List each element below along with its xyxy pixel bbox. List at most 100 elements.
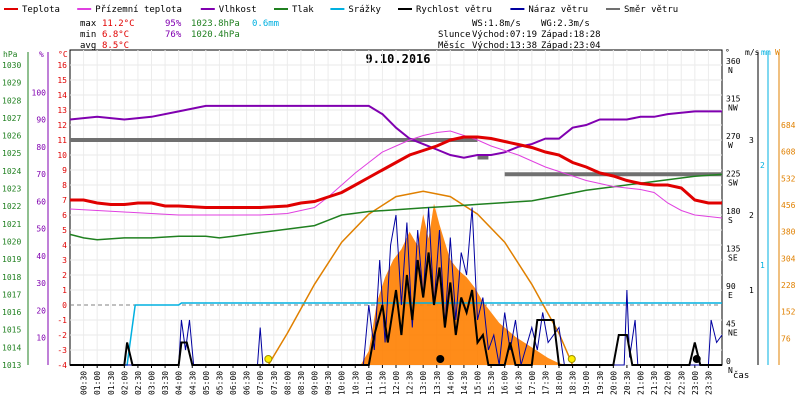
tick-pct: 40 xyxy=(36,252,46,261)
tick-time: 21:30 xyxy=(650,371,659,395)
tick-time: 15:30 xyxy=(487,371,496,395)
tick-time: 20:00 xyxy=(609,371,618,395)
tick-time: 23:00 xyxy=(691,371,700,395)
stats-max-temp: 11.2°C xyxy=(102,19,135,29)
stats-avg-temp: 8.5°C xyxy=(102,41,129,51)
info-moonrise: Východ:13:38 xyxy=(472,41,537,51)
tick-time: 06:00 xyxy=(229,371,238,395)
tick-pct: 50 xyxy=(36,225,46,234)
tick-time: 16:30 xyxy=(514,371,523,395)
tick-time: 01:30 xyxy=(107,371,116,395)
tick-degc: 14 xyxy=(57,91,67,100)
legend-label-temp: Teplota xyxy=(22,5,60,15)
tick-degc: -4 xyxy=(57,361,67,370)
tick-time: 12:00 xyxy=(392,371,401,395)
tick-pct: 30 xyxy=(36,279,46,288)
info-wg: WG:2.3m/s xyxy=(541,19,590,29)
tick-w: 532 xyxy=(781,174,796,183)
tick-dir: 180 xyxy=(726,207,741,216)
tick-pct: 80 xyxy=(36,143,46,152)
stats-block: max min avg 11.2°C 6.8°C 8.5°C 95% 76% 1… xyxy=(80,19,279,51)
tick-time: 22:30 xyxy=(677,371,686,395)
series-humidity xyxy=(69,104,722,159)
tick-time: 07:00 xyxy=(256,371,265,395)
tick-degc: 10 xyxy=(57,151,67,160)
tick-time: 01:00 xyxy=(93,371,102,395)
info-moon-label: Měsíc xyxy=(438,41,465,51)
tick-hpa: 1024 xyxy=(2,167,21,176)
moon-moonset-marker xyxy=(692,355,701,363)
legend-label-hum: Vlhkost xyxy=(219,5,257,15)
tick-w: 380 xyxy=(781,228,796,237)
axis-title-ms: m/s xyxy=(745,48,760,57)
stats-max-label: max xyxy=(80,19,97,29)
stats-min-temp: 6.8°C xyxy=(102,30,129,40)
tick-time: 15:00 xyxy=(474,371,483,395)
moon-moonrise-marker xyxy=(436,355,445,363)
legend-label-wind: Rychlost větru xyxy=(416,5,492,15)
tick-w: 684 xyxy=(781,121,796,130)
info-block: WS:1.8m/s WG:2.3m/s Slunce Východ:07:19 … xyxy=(438,19,601,51)
tick-w: 228 xyxy=(781,281,796,290)
tick-ms: 3 xyxy=(749,136,754,145)
tick-dir-compass: NW xyxy=(728,104,738,113)
tick-dir-compass: E xyxy=(728,291,733,300)
tick-time: 03:30 xyxy=(161,371,170,395)
tick-dir-compass: W xyxy=(728,141,733,150)
tick-hpa: 1022 xyxy=(2,202,21,211)
tick-degc: -1 xyxy=(57,316,67,325)
tick-degc: 11 xyxy=(57,136,67,145)
tick-dir-compass: S xyxy=(728,216,733,225)
tick-hpa: 1018 xyxy=(2,273,21,282)
tick-time: 02:30 xyxy=(134,371,143,395)
tick-time: 10:00 xyxy=(338,371,347,395)
tick-hpa: 1015 xyxy=(2,326,21,335)
tick-time: 09:00 xyxy=(311,371,320,395)
tick-mm: 2 xyxy=(760,161,765,170)
tick-hpa: 1027 xyxy=(2,114,21,123)
tick-degc: 9 xyxy=(62,166,67,175)
tick-time: 04:30 xyxy=(188,371,197,395)
tick-dir-compass: SE xyxy=(728,254,738,263)
tick-ms: 2 xyxy=(749,211,754,220)
tick-degc: 13 xyxy=(57,106,67,115)
info-sun-label: Slunce xyxy=(438,30,471,40)
tick-degc: 2 xyxy=(62,271,67,280)
tick-pct: 60 xyxy=(36,197,46,206)
stats-min-hum: 76% xyxy=(165,30,182,40)
series-solar-theory xyxy=(267,190,574,366)
tick-time: 04:00 xyxy=(175,371,184,395)
tick-dir-compass: N xyxy=(728,366,733,375)
tick-w: 456 xyxy=(781,201,796,210)
legend-item-ground: Přízemní teplota xyxy=(77,5,182,15)
tick-pct: 70 xyxy=(36,170,46,179)
tick-degc: 6 xyxy=(62,211,67,220)
legend-item-press: Tlak xyxy=(274,5,314,15)
tick-time: 08:00 xyxy=(283,371,292,395)
tick-dir: 90 xyxy=(726,282,736,291)
tick-time: 00:30 xyxy=(80,371,89,395)
legend-label-press: Tlak xyxy=(292,5,314,15)
tick-degc: 16 xyxy=(57,61,67,70)
info-sunset: Západ:18:28 xyxy=(541,30,601,40)
tick-time: 13:00 xyxy=(419,371,428,395)
axis-title-dir: ° xyxy=(725,48,730,57)
tick-time: 02:00 xyxy=(120,371,129,395)
tick-degc: 0 xyxy=(62,301,67,310)
tick-time: 20:30 xyxy=(623,371,632,395)
tick-time: 16:00 xyxy=(501,371,510,395)
series-pressure xyxy=(69,173,723,241)
axis-title-mm: mm xyxy=(761,48,771,57)
tick-time: 07:30 xyxy=(270,371,279,395)
tick-time: 21:00 xyxy=(637,371,646,395)
tick-time: 17:30 xyxy=(541,371,550,395)
tick-hpa: 1023 xyxy=(2,185,21,194)
tick-time: 13:30 xyxy=(433,371,442,395)
tick-time: 09:30 xyxy=(324,371,333,395)
tick-time: 03:00 xyxy=(148,371,157,395)
tick-mm: 1 xyxy=(760,261,765,270)
tick-time: 10:30 xyxy=(351,371,360,395)
tick-time: 11:00 xyxy=(365,371,374,395)
legend-item-dir: Směr větru xyxy=(606,5,678,15)
